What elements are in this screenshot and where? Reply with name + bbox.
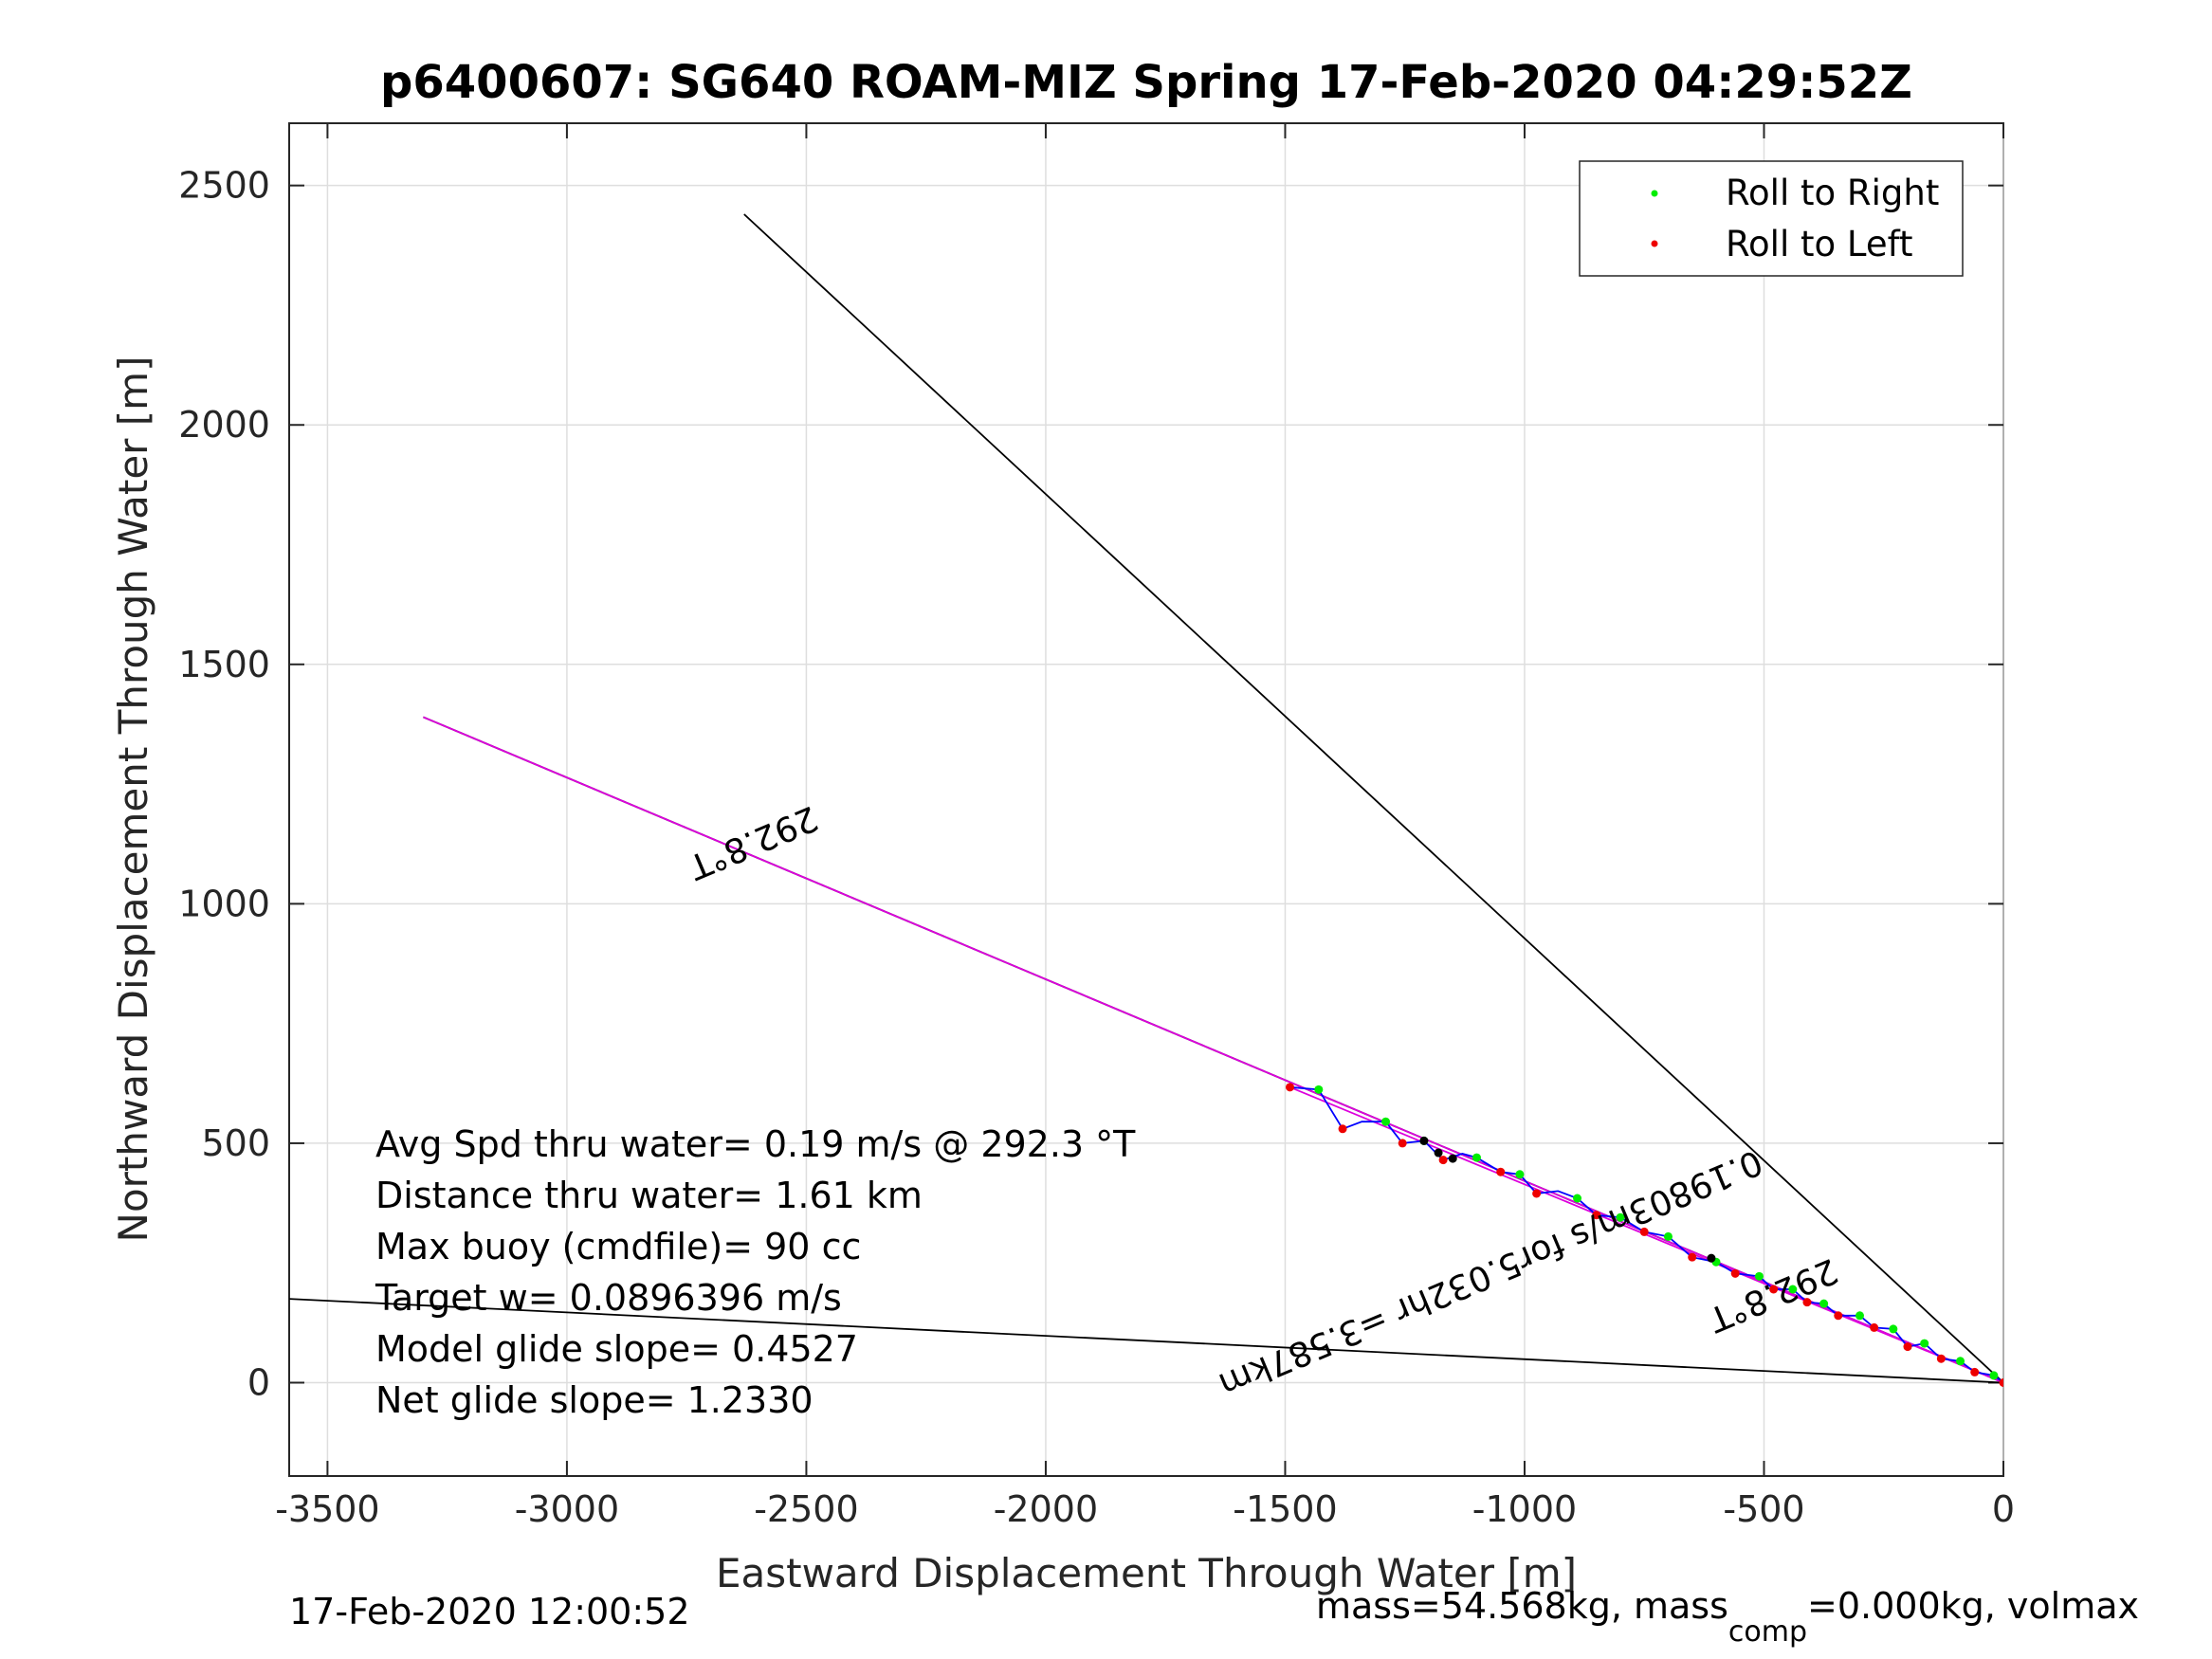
legend-label-roll-left: Roll to Left [1726,224,1913,264]
x-tick-label: -2500 [754,1488,858,1530]
data-point-7 [1834,1311,1843,1321]
legend-box [1579,160,1964,277]
series-line-3 [423,716,2003,1384]
series-line-1 [289,1298,2003,1384]
x-tick-label: -2000 [994,1488,1098,1530]
x-axis-label: Eastward Displacement Through Water [m] [716,1550,1577,1596]
data-point-7 [1592,1211,1601,1220]
data-point-6 [1314,1085,1324,1094]
data-point-7 [1903,1342,1912,1352]
stats-line: Model glide slope= 0.4527 [375,1328,858,1370]
legend-marker-roll-left [1651,240,1658,247]
footer-timestamp: 17-Feb-2020 12:00:52 [289,1591,690,1632]
data-point-6 [1889,1324,1898,1334]
data-point-7 [1730,1268,1740,1278]
footer-mass-suffix: =0.000kg, volmax [1807,1585,2139,1627]
data-point-8 [1434,1148,1443,1158]
series-line-0 [743,213,2003,1384]
stats-line: Target w= 0.0896396 m/s [375,1277,842,1319]
x-tick-label: -1500 [1233,1488,1337,1530]
stats-line: Net glide slope= 1.2330 [375,1379,814,1421]
legend-marker-roll-right [1651,190,1658,197]
data-point-8 [1448,1154,1457,1163]
data-point-7 [1802,1298,1812,1307]
data-point-7 [1286,1083,1295,1092]
data-point-6 [1855,1311,1864,1321]
data-point-7 [1999,1378,2003,1387]
data-point-7 [1688,1252,1697,1262]
data-point-6 [1819,1299,1829,1308]
data-point-7 [1870,1322,1879,1332]
y-tick-label: 2000 [178,404,270,446]
data-point-6 [1956,1357,1965,1366]
y-tick-label: 500 [201,1122,270,1164]
data-point-7 [1769,1285,1779,1294]
data-point-7 [1338,1124,1347,1134]
x-tick-label: 0 [1992,1488,2015,1530]
data-point-8 [1707,1253,1716,1263]
grid [289,123,2004,1476]
x-tick-label: -3000 [515,1488,619,1530]
stats-block: Avg Spd thru water= 0.19 m/s @ 292.3 °T D… [375,1123,1136,1421]
tick-labels: -3500 -3000 -2500 -2000 -1500 -1000 -500 0 0 500 1… [178,165,2015,1530]
data-point-7 [1438,1156,1448,1165]
plot-data [289,213,2003,1387]
x-tick-label: -3500 [275,1488,379,1530]
data-point-6 [1573,1194,1582,1203]
y-axis-label: Northward Displacement Through Water [m] [110,356,156,1243]
data-point-7 [1970,1367,1980,1376]
data-point-7 [1639,1227,1649,1236]
data-point-6 [1381,1117,1391,1126]
x-tick-label: -500 [1723,1488,1804,1530]
stats-line: Distance thru water= 1.61 km [375,1175,923,1216]
data-point-6 [1663,1231,1673,1241]
data-point-7 [1936,1354,1946,1363]
data-point-6 [1472,1153,1481,1162]
footer-mass-info: mass=54.568kg, masscomp=0.000kg, volmax [1316,1585,2139,1649]
stats-line: Avg Spd thru water= 0.19 m/s @ 292.3 °T [375,1123,1136,1165]
axes-frame [288,122,2004,1477]
x-tick-label: -1000 [1472,1488,1577,1530]
legend-label-roll-right: Roll to Right [1726,173,1939,213]
tick-marks [289,123,2004,1476]
data-point-6 [1515,1170,1525,1179]
data-point-6 [1788,1285,1798,1294]
data-point-6 [1920,1339,1929,1348]
data-point-6 [1989,1371,1999,1380]
y-tick-label: 1500 [178,644,270,685]
data-point-7 [1532,1189,1542,1198]
footer-mass-prefix: mass=54.568kg, mass [1316,1585,1728,1627]
y-tick-label: 2500 [178,165,270,207]
stats-line: Max buoy (cmdfile)= 90 cc [375,1226,861,1267]
y-tick-label: 0 [247,1361,270,1403]
data-point-6 [1754,1271,1764,1281]
data-point-7 [1398,1139,1407,1148]
data-point-8 [1419,1136,1429,1145]
data-point-6 [1616,1212,1625,1222]
footer-mass-subscript: comp [1728,1615,1807,1649]
data-point-7 [1496,1167,1506,1176]
y-tick-label: 1000 [178,883,270,924]
chart-title: p6400607: SG640 ROAM-MIZ Spring 17-Feb-2… [380,56,1912,109]
legend: Roll to Right Roll to Left [1579,160,1964,277]
